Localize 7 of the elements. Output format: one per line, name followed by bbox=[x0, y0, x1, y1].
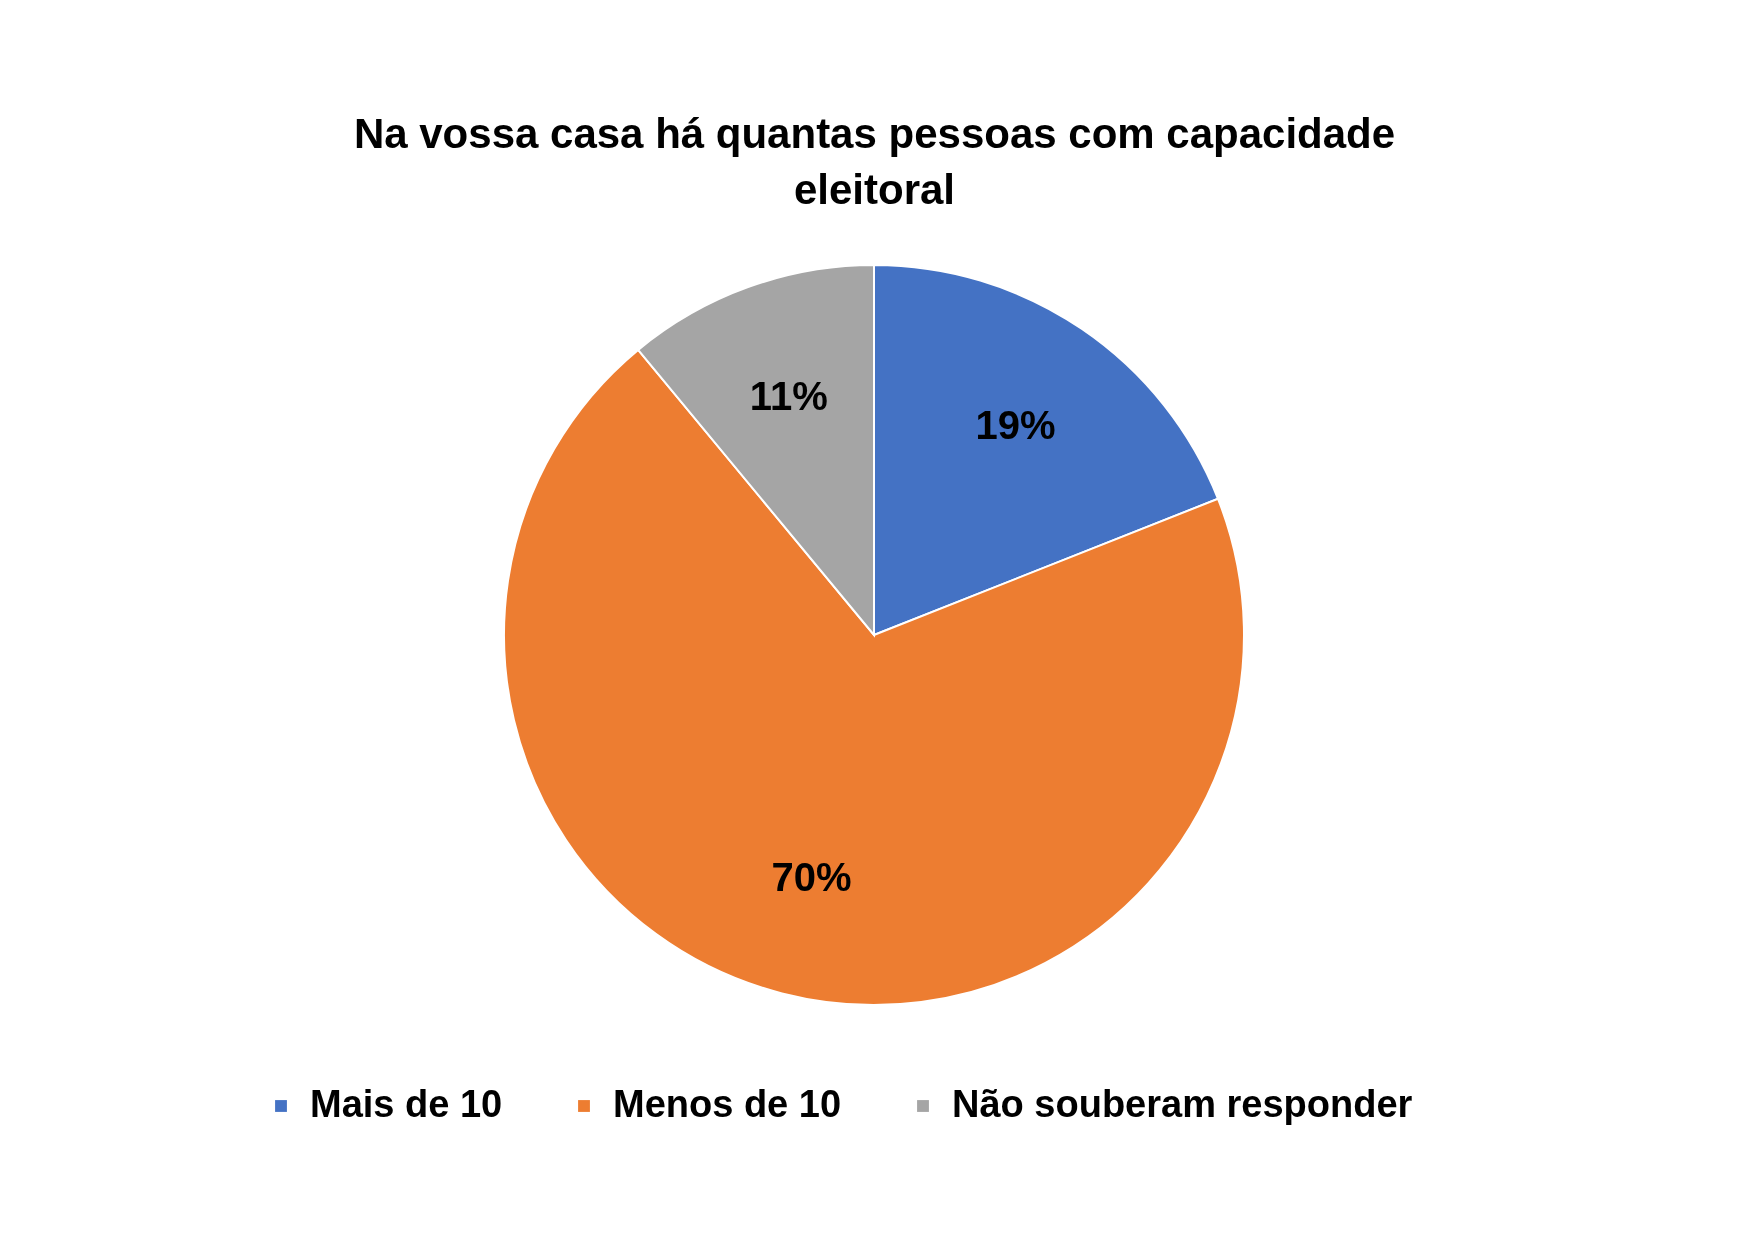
legend-label: Não souberam responder bbox=[952, 1083, 1413, 1125]
data-label: 11% bbox=[749, 374, 828, 419]
legend-label: Mais de 10 bbox=[310, 1083, 503, 1125]
data-label: 19% bbox=[975, 402, 1056, 447]
data-label: 70% bbox=[771, 854, 852, 899]
chart-title: Na vossa casa há quantas pessoas com capacidade eleitoral bbox=[353, 110, 1396, 213]
legend-label: Menos de 10 bbox=[613, 1083, 842, 1125]
